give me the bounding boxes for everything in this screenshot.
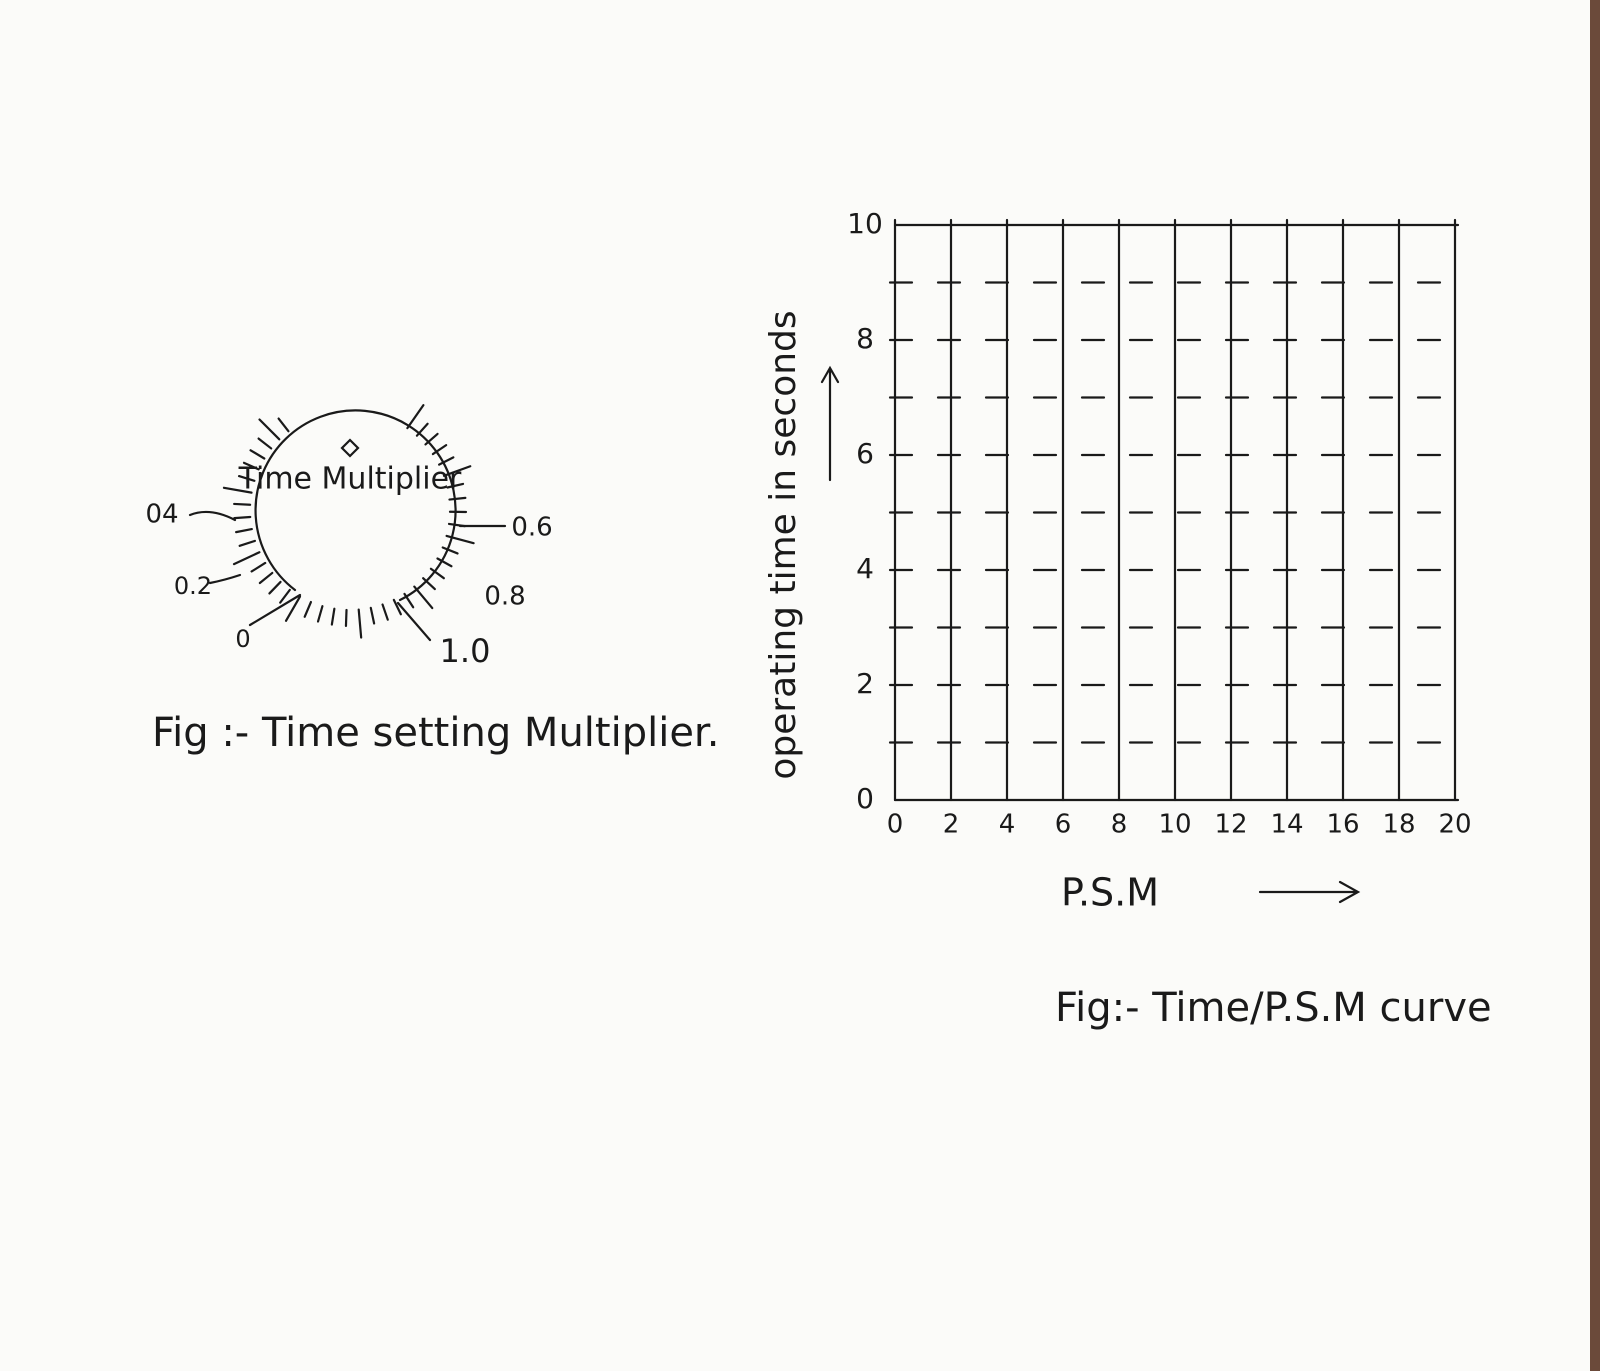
dial-tick <box>258 418 281 441</box>
dial-tick <box>284 595 302 622</box>
dial-tick <box>279 588 291 604</box>
dial-tick <box>448 496 467 501</box>
dial-tick <box>257 437 273 450</box>
dial-tick <box>249 449 266 460</box>
x-axis-label: P.S.M <box>1061 871 1159 915</box>
dial-tick <box>369 606 376 625</box>
x-tick-label: 4 <box>999 810 1016 840</box>
dial-tick <box>357 608 363 639</box>
dial-label: 0.8 <box>484 582 525 612</box>
dial-label: 1.0 <box>440 632 491 670</box>
y-tick-label: 8 <box>856 322 874 355</box>
x-tick-label: 14 <box>1270 810 1303 840</box>
x-arrow <box>1258 880 1361 904</box>
dial-tick <box>237 474 256 482</box>
dial-tick <box>424 432 439 446</box>
x-tick-label: 12 <box>1214 810 1247 840</box>
dial-zero-mark <box>248 593 302 627</box>
dial-arc <box>254 409 457 602</box>
dial-max-mark <box>396 601 432 642</box>
dial: Time Multiplier 0 0.2 04 0.6 0.8 1.0 Fig… <box>145 404 719 756</box>
dial-tick <box>445 534 475 545</box>
dial-tick <box>422 577 436 591</box>
dial-tick <box>415 422 429 437</box>
y-tick-label: 4 <box>856 552 874 585</box>
x-tick-label: 0 <box>887 810 904 840</box>
x-tick-label: 10 <box>1158 810 1191 840</box>
dial-tick <box>268 580 282 595</box>
dial-label: 0 <box>235 625 250 653</box>
dial-tick <box>403 592 415 609</box>
dial-center-label: Time Multiplier <box>238 462 462 497</box>
dial-tick <box>232 551 261 566</box>
y-axis-label: operating time in seconds <box>763 310 804 779</box>
y-tick-label: 10 <box>847 207 883 240</box>
x-tick-label: 2 <box>943 810 960 840</box>
dial-tick <box>233 502 252 506</box>
dial-tick <box>316 605 324 623</box>
x-tick-label: 8 <box>1111 810 1128 840</box>
y-arrow <box>820 365 840 482</box>
y-tick-label: 6 <box>856 437 874 470</box>
dial-tick <box>442 465 472 477</box>
dial-tick <box>446 482 465 489</box>
dial-tick <box>406 404 425 430</box>
dial-tick <box>258 571 274 585</box>
dial-tick <box>381 603 389 621</box>
x-tick-label: 18 <box>1382 810 1415 840</box>
dial-tick <box>242 461 260 471</box>
y-tick-label: 2 <box>856 667 874 700</box>
dial-tick <box>447 522 466 528</box>
y-tick-label: 0 <box>856 782 874 815</box>
dial-tick <box>436 557 453 568</box>
dial-tick <box>431 444 448 456</box>
dial-tick <box>222 486 253 494</box>
dial-tick <box>233 515 252 520</box>
dial-tick <box>392 598 402 616</box>
dial-tick <box>238 539 256 547</box>
x-tick-label: 6 <box>1055 810 1072 840</box>
dial-label: 0.6 <box>511 513 552 543</box>
graph-caption: Fig:- Time/P.S.M curve <box>1055 985 1492 1031</box>
x-tick-label: 20 <box>1438 810 1471 840</box>
dial-tick <box>277 417 290 433</box>
dial-tick <box>413 585 434 610</box>
dial-caption: Fig :- Time setting Multiplier. <box>152 710 719 756</box>
dial-tick <box>235 527 253 534</box>
dial-tick <box>330 607 336 626</box>
dial-label: 04 <box>145 500 178 530</box>
graph: operating time in seconds P.S.M Fig:- Ti… <box>763 207 1492 1031</box>
dial-tick <box>438 456 455 466</box>
x-tick-label: 16 <box>1326 810 1359 840</box>
dial-tick <box>429 567 445 580</box>
leader <box>188 510 237 522</box>
dial-label: 0.2 <box>174 572 212 600</box>
dial-tick <box>441 546 459 555</box>
dial-tick <box>344 608 348 628</box>
dial-tick <box>250 561 267 573</box>
paper-edge <box>1590 0 1600 1371</box>
leader <box>208 573 242 585</box>
dial-pointer <box>340 438 360 458</box>
dial-tick <box>303 600 313 618</box>
